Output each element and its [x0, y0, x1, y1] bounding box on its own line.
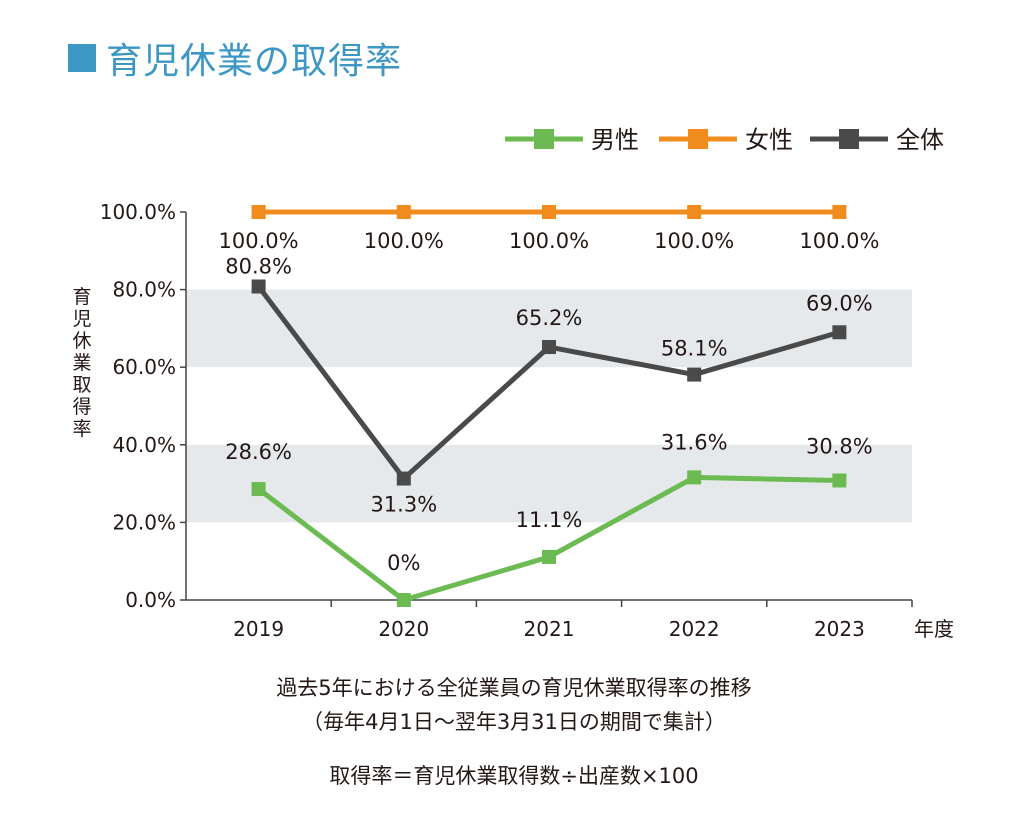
x-tick-label: 2020 — [378, 617, 429, 641]
title-text: 育児休業の取得率 — [106, 41, 403, 82]
legend-label-男性: 男性 — [591, 126, 639, 154]
data-point-男性 — [251, 482, 266, 497]
data-label-全体: 65.2% — [516, 306, 583, 330]
legend-label-全体: 全体 — [896, 126, 944, 154]
data-label-女性: 100.0% — [799, 229, 879, 253]
legend-marker-女性 — [688, 129, 708, 149]
data-point-男性 — [542, 549, 556, 564]
y-tick-label: 0.0% — [125, 588, 176, 612]
x-tick-label: 2019 — [233, 617, 284, 641]
y-axis-title-char: 育 — [72, 286, 91, 308]
data-point-男性 — [396, 593, 411, 607]
data-label-女性: 100.0% — [654, 229, 734, 253]
data-label-全体: 80.8% — [225, 254, 292, 278]
caption-line-2: （毎年4月1日～翌年3月31日の期間で集計） — [302, 710, 726, 734]
data-point-全体 — [832, 325, 847, 340]
title-square-icon — [68, 44, 96, 72]
y-axis-title-char: 業 — [72, 352, 91, 374]
data-label-全体: 69.0% — [806, 291, 873, 315]
data-point-全体 — [396, 471, 411, 486]
data-label-男性: 31.6% — [661, 430, 728, 454]
data-label-全体: 31.3% — [370, 493, 437, 517]
y-tick-label: 60.0% — [112, 355, 176, 379]
y-tick-label: 20.0% — [112, 510, 176, 534]
legend-marker-男性 — [534, 129, 554, 149]
data-label-男性: 11.1% — [516, 508, 583, 532]
data-label-男性: 28.6% — [225, 440, 292, 464]
caption-line-1: 過去5年における全従業員の育児休業取得率の推移 — [276, 676, 752, 700]
data-point-女性 — [687, 205, 702, 219]
x-tick-label: 2021 — [524, 617, 575, 641]
data-label-男性: 0% — [387, 551, 420, 575]
x-axis-title: 年度 — [914, 617, 954, 641]
data-label-男性: 30.8% — [806, 434, 873, 458]
y-axis-title-char: 得 — [72, 396, 91, 418]
y-tick-label: 40.0% — [112, 433, 176, 457]
y-tick-label: 100.0% — [100, 200, 176, 224]
legend-label-女性: 女性 — [745, 126, 793, 154]
data-point-全体 — [542, 340, 556, 355]
y-axis-title-char: 取 — [72, 374, 91, 396]
chart-title: 育児休業の取得率 — [68, 32, 402, 84]
y-axis-title-char: 率 — [72, 418, 91, 440]
y-axis-title-char: 休 — [72, 330, 91, 352]
y-tick-label: 80.0% — [112, 278, 176, 302]
legend-marker-全体 — [839, 129, 859, 149]
data-point-女性 — [396, 205, 411, 219]
data-point-男性 — [687, 470, 702, 485]
data-point-全体 — [687, 367, 702, 382]
x-tick-label: 2022 — [669, 617, 720, 641]
caption-formula: 取得率＝育児休業取得数÷出産数×100 — [329, 764, 699, 788]
data-point-男性 — [832, 473, 847, 488]
data-point-全体 — [251, 279, 266, 294]
data-label-全体: 58.1% — [661, 337, 728, 361]
data-point-女性 — [832, 205, 847, 219]
band-0 — [186, 444, 912, 523]
data-label-女性: 100.0% — [509, 229, 589, 253]
y-axis-title-char: 児 — [72, 308, 91, 330]
data-label-女性: 100.0% — [219, 229, 299, 253]
data-point-女性 — [251, 205, 266, 219]
data-point-女性 — [542, 205, 556, 219]
x-tick-label: 2023 — [814, 617, 865, 641]
data-label-女性: 100.0% — [364, 229, 444, 253]
